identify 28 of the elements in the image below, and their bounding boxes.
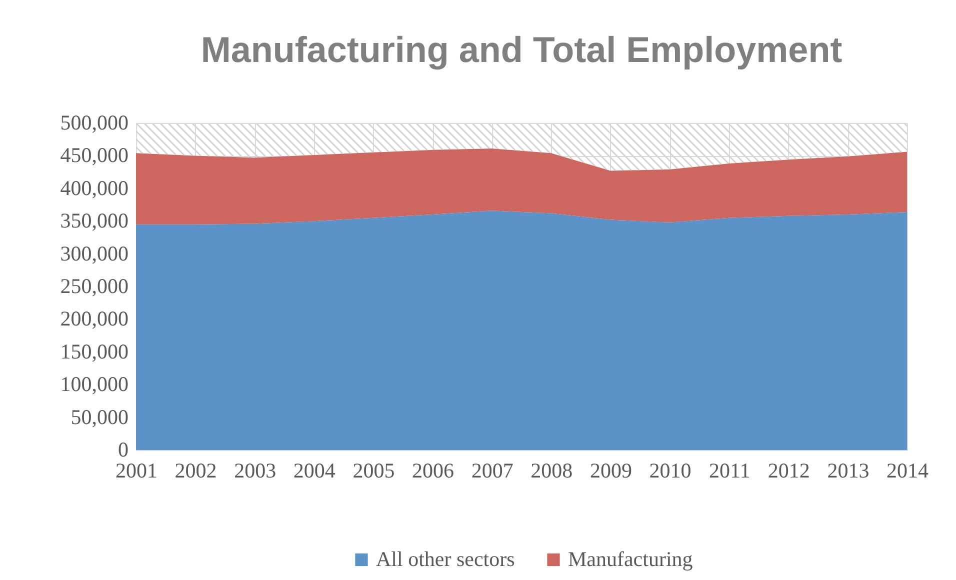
x-tick-label: 2009 bbox=[590, 458, 632, 482]
x-tick-label: 2011 bbox=[708, 458, 750, 482]
x-tick-label: 2008 bbox=[530, 458, 573, 482]
y-tick-label: 350,000 bbox=[60, 208, 128, 233]
y-tick-label: 100,000 bbox=[60, 372, 128, 396]
y-tick-label: 450,000 bbox=[60, 143, 128, 168]
y-tick-label: 50,000 bbox=[70, 404, 128, 429]
x-tick-label: 2007 bbox=[471, 458, 514, 482]
x-tick-label: 2010 bbox=[649, 458, 692, 482]
legend-label: All other sectors bbox=[376, 546, 515, 571]
x-tick-label: 2012 bbox=[768, 458, 810, 482]
x-tick-label: 2006 bbox=[412, 458, 454, 482]
x-tick-label: 2004 bbox=[293, 458, 336, 482]
y-tick-label: 300,000 bbox=[60, 241, 128, 266]
legend-label: Manufacturing bbox=[568, 546, 694, 571]
y-tick-label: 150,000 bbox=[60, 339, 128, 364]
x-tick-label: 2003 bbox=[234, 458, 276, 482]
x-tick-label: 2005 bbox=[352, 458, 395, 482]
x-tick-label: 2001 bbox=[116, 458, 158, 482]
x-tick-label: 2002 bbox=[174, 458, 217, 482]
y-tick-label: 200,000 bbox=[60, 306, 128, 331]
y-tick-label: 250,000 bbox=[60, 274, 128, 298]
chart-title: Manufacturing and Total Employment bbox=[200, 29, 842, 70]
x-tick-label: 2014 bbox=[886, 458, 929, 482]
y-tick-label: 500,000 bbox=[60, 110, 128, 134]
x-tick-label: 2013 bbox=[827, 458, 870, 482]
y-tick-label: 0 bbox=[118, 438, 128, 462]
y-tick-label: 400,000 bbox=[60, 176, 128, 200]
